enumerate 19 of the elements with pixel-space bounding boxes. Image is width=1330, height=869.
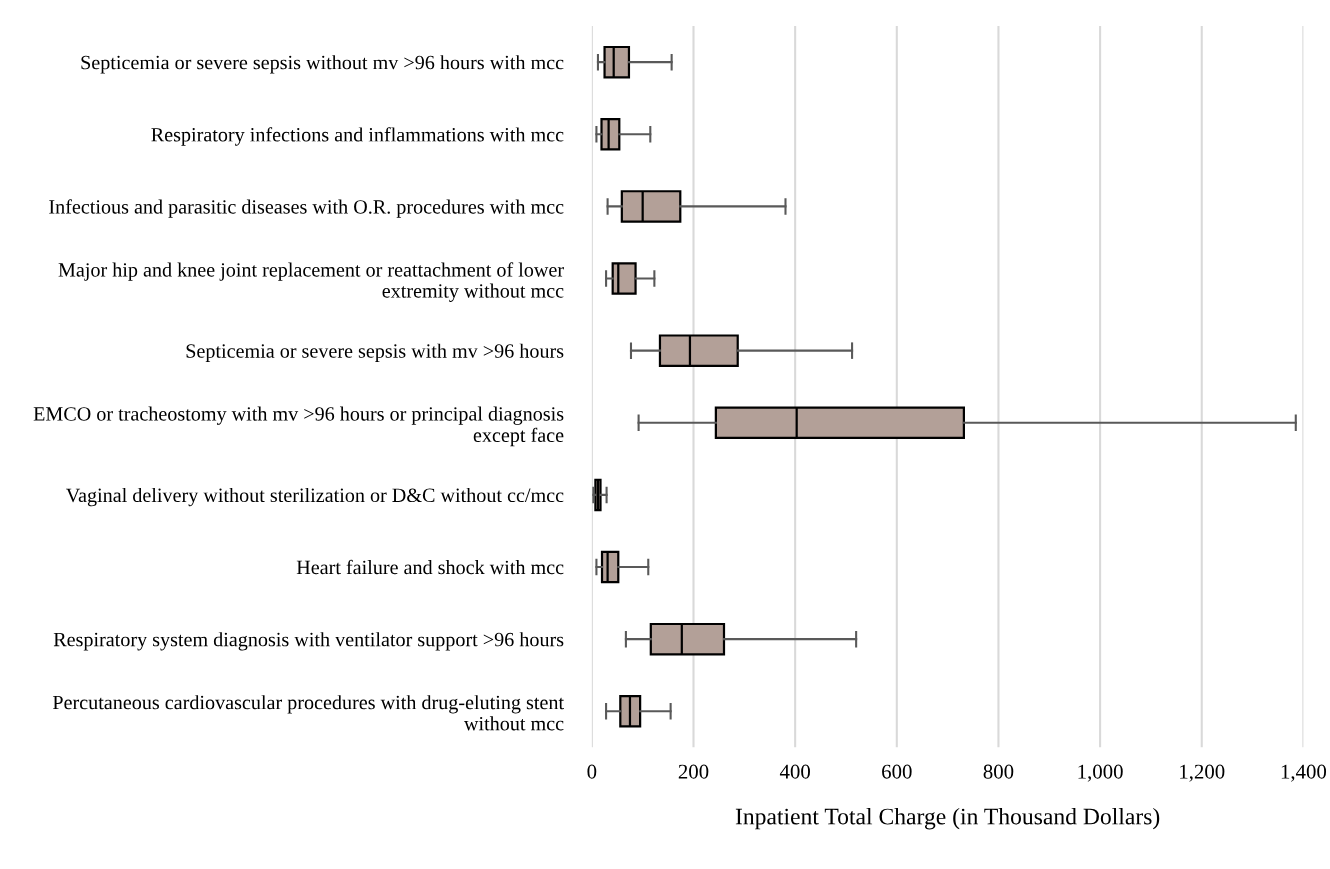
x-tick-label: 200 xyxy=(678,764,709,779)
x-axis-title: Inpatient Total Charge (in Thousand Dollars) xyxy=(735,807,1160,830)
y-tick-label: Infectious and parasitic diseases with O.R. procedures with mcc xyxy=(49,199,564,218)
y-tick-label: Respiratory infections and inflammations with mcc xyxy=(151,127,564,146)
y-tick-label: Major hip and knee joint replacement or reattachment of lower extremity without mcc xyxy=(58,262,564,302)
x-tick-label: 1,000 xyxy=(1078,764,1123,782)
y-tick-label: Vaginal delivery without sterilization or D&C without cc/mcc xyxy=(65,487,564,507)
y-tick-label: Heart failure and shock with mcc xyxy=(296,559,564,575)
x-tick-label: 1,200 xyxy=(1180,764,1225,782)
x-tick-label: 1,400 xyxy=(1281,764,1327,782)
x-tick-label: 600 xyxy=(882,764,912,779)
x-tick-label: 800 xyxy=(983,764,1014,779)
y-tick-label: Percutaneous cardiovascular procedures with drug-eluting stent without mcc xyxy=(52,695,564,731)
y-tick-label: EMCO or tracheostomy with mv >96 hours or principal diagnosis except face xyxy=(33,406,564,447)
x-tick-label: 400 xyxy=(779,764,810,779)
y-tick-label: Respiratory system diagnosis with ventilator support >96 hours xyxy=(53,632,564,651)
y-tick-label: Septicemia or severe sepsis with mv >96 hours xyxy=(186,343,564,362)
x-tick-label: 0 xyxy=(587,764,597,779)
y-tick-label: Septicemia or severe sepsis without mv >96 hours with mcc xyxy=(81,55,564,74)
